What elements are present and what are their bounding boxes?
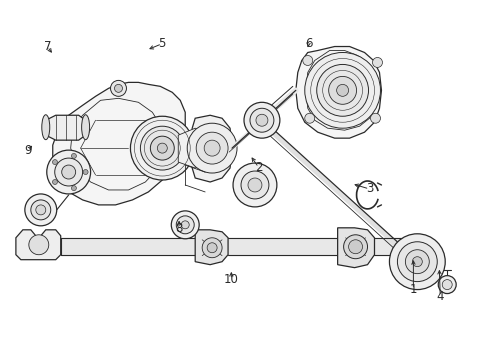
Circle shape (329, 76, 357, 104)
Circle shape (248, 178, 262, 192)
Circle shape (47, 150, 91, 194)
Circle shape (36, 205, 46, 215)
Text: 1: 1 (410, 283, 417, 296)
Circle shape (372, 58, 383, 67)
Circle shape (438, 276, 456, 293)
Text: 2: 2 (255, 161, 263, 174)
Text: 3: 3 (366, 183, 373, 195)
Circle shape (317, 64, 368, 116)
Circle shape (250, 108, 274, 132)
Circle shape (181, 221, 189, 229)
Circle shape (157, 143, 167, 153)
Polygon shape (16, 230, 61, 260)
Polygon shape (296, 46, 382, 138)
Polygon shape (53, 82, 185, 205)
Text: 10: 10 (224, 273, 239, 286)
Circle shape (305, 113, 315, 123)
Circle shape (207, 243, 217, 253)
Circle shape (52, 180, 57, 184)
Circle shape (31, 200, 51, 220)
Text: 7: 7 (44, 40, 51, 53)
Circle shape (233, 163, 277, 207)
Circle shape (241, 171, 269, 199)
Circle shape (348, 240, 363, 254)
Circle shape (141, 126, 184, 170)
Polygon shape (338, 228, 374, 268)
Ellipse shape (82, 115, 90, 140)
Polygon shape (228, 238, 338, 255)
Circle shape (83, 170, 88, 175)
Circle shape (72, 153, 76, 158)
Circle shape (413, 257, 422, 267)
Circle shape (55, 158, 83, 186)
Polygon shape (46, 115, 86, 140)
Circle shape (196, 132, 228, 164)
Circle shape (405, 250, 429, 274)
Circle shape (111, 80, 126, 96)
Circle shape (202, 238, 222, 258)
Circle shape (187, 123, 237, 173)
Polygon shape (61, 238, 195, 255)
Circle shape (370, 113, 380, 123)
Circle shape (343, 235, 368, 259)
Text: 6: 6 (305, 37, 312, 50)
Text: 9: 9 (24, 144, 31, 157)
Circle shape (115, 84, 122, 92)
Text: 5: 5 (158, 37, 166, 50)
Circle shape (172, 211, 199, 239)
Circle shape (62, 165, 75, 179)
Circle shape (256, 114, 268, 126)
Circle shape (337, 84, 348, 96)
Polygon shape (178, 128, 205, 168)
Circle shape (390, 234, 445, 289)
Circle shape (52, 159, 57, 165)
Polygon shape (374, 238, 429, 255)
Circle shape (303, 55, 313, 66)
Circle shape (176, 216, 194, 234)
Text: 4: 4 (437, 290, 444, 303)
Circle shape (204, 140, 220, 156)
Circle shape (305, 53, 380, 128)
Circle shape (397, 242, 437, 282)
Circle shape (150, 136, 174, 160)
Polygon shape (195, 230, 228, 265)
Circle shape (244, 102, 280, 138)
Circle shape (25, 194, 57, 226)
Polygon shape (190, 115, 232, 182)
Circle shape (442, 280, 452, 289)
Circle shape (29, 235, 49, 255)
Text: 8: 8 (175, 222, 183, 235)
Circle shape (72, 186, 76, 191)
Ellipse shape (42, 115, 50, 140)
Circle shape (130, 116, 194, 180)
